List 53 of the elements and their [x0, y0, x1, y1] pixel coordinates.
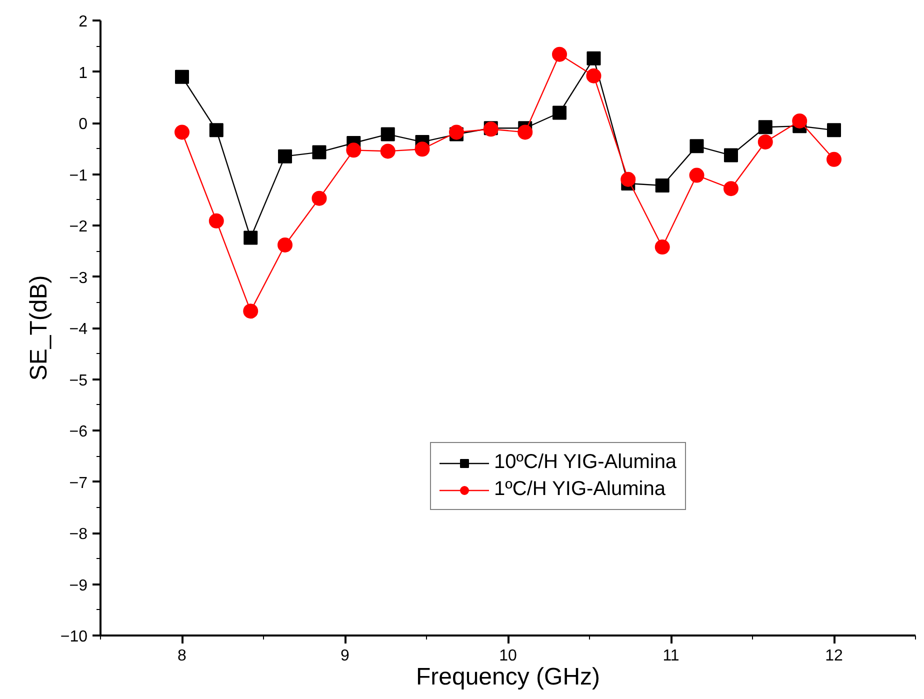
x-tick-label: 8 [178, 648, 187, 664]
y-tick-label: −2 [69, 218, 88, 236]
point [175, 70, 189, 84]
point [826, 152, 842, 167]
point [414, 142, 430, 157]
y-tick-label: −4 [69, 321, 88, 338]
x-tick-label: 12 [825, 648, 843, 664]
y-tick-label: −9 [69, 577, 88, 594]
point [518, 124, 533, 140]
point [552, 46, 568, 62]
point [758, 120, 772, 134]
point [208, 213, 224, 228]
point [552, 106, 567, 120]
point [174, 124, 190, 140]
legend-label: 1ºC/H YIG-Alumina [494, 478, 666, 501]
point [209, 123, 224, 138]
point [278, 149, 292, 164]
point [690, 139, 704, 154]
point [620, 172, 636, 187]
x-tick-label: 11 [662, 648, 680, 664]
point [346, 142, 362, 158]
point [380, 144, 396, 159]
point [312, 190, 327, 206]
point [586, 51, 601, 66]
y-tick-label: −7 [69, 474, 88, 492]
point [278, 237, 293, 252]
point [758, 134, 773, 150]
point [312, 145, 326, 160]
legend-label: 10ºC/H YIG-Alumina [494, 451, 677, 474]
x-axis-title: Frequency (GHz) [416, 664, 600, 690]
point [654, 240, 670, 255]
y-tick-label: 2 [78, 14, 88, 30]
point [827, 123, 841, 138]
y-tick-label: −6 [69, 424, 88, 440]
point [243, 304, 258, 319]
y-tick-label: −10 [60, 628, 88, 646]
x-tick-label: 10 [499, 648, 517, 664]
point [244, 230, 258, 245]
point [655, 178, 670, 193]
y-axis-title: SE_T(dB) [25, 275, 52, 381]
y-tick-label: −3 [69, 270, 88, 287]
point [724, 148, 738, 162]
y-tick-label: 1 [78, 64, 88, 82]
y-tick-label: −8 [69, 526, 88, 543]
point [586, 68, 602, 84]
point [380, 127, 395, 142]
point [723, 181, 738, 196]
point [689, 168, 704, 183]
x-tick-label: 9 [340, 648, 350, 664]
y-tick-label: 0 [78, 116, 88, 133]
point [792, 113, 808, 128]
y-tick-label: −5 [69, 372, 88, 390]
y-tick-label: −1 [69, 167, 88, 184]
